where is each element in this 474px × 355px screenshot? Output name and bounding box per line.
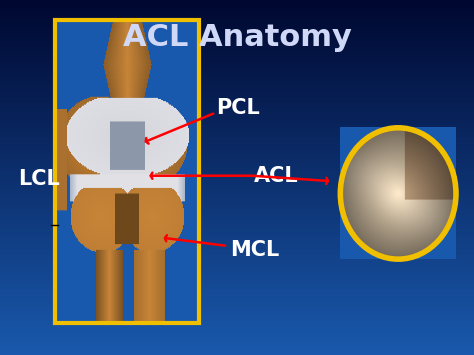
Text: PCL: PCL	[216, 98, 259, 118]
Text: MCL: MCL	[230, 240, 279, 260]
Bar	[55, 20, 199, 323]
Text: LCL: LCL	[18, 169, 60, 189]
Text: ACL: ACL	[254, 166, 298, 186]
Text: ACL Anatomy: ACL Anatomy	[123, 23, 351, 52]
